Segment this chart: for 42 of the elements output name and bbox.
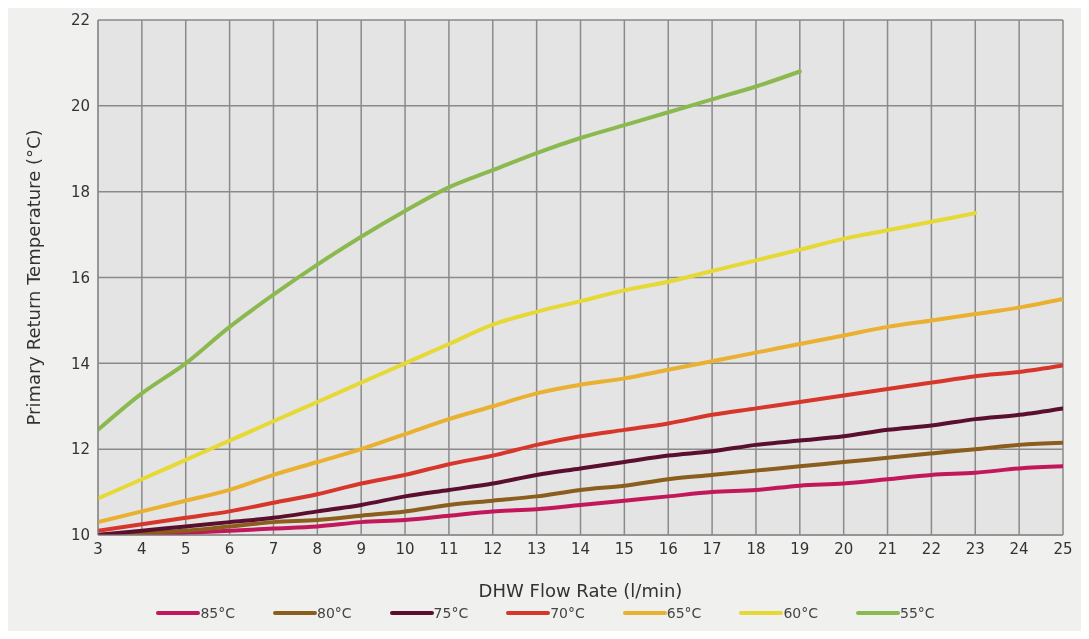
x-tick-label: 9 bbox=[356, 539, 366, 558]
legend-label: 65°C bbox=[666, 605, 702, 621]
legend-label: 85°C bbox=[200, 605, 236, 621]
legend-label: 70°C bbox=[550, 605, 585, 621]
x-tick-label: 13 bbox=[527, 539, 547, 558]
x-tick-label: 12 bbox=[483, 539, 503, 558]
x-tick-label: 25 bbox=[1053, 539, 1073, 558]
y-tick-label: 22 bbox=[70, 11, 90, 30]
x-tick-label: 16 bbox=[658, 539, 678, 558]
x-tick-label: 24 bbox=[1009, 539, 1029, 558]
x-tick-label: 21 bbox=[878, 539, 898, 558]
x-tick-label: 18 bbox=[746, 539, 766, 558]
x-tick-label: 20 bbox=[834, 539, 854, 558]
x-tick-label: 3 bbox=[93, 539, 103, 558]
legend-label: 80°C bbox=[317, 605, 352, 621]
y-tick-label: 12 bbox=[70, 440, 90, 459]
x-tick-label: 11 bbox=[439, 539, 459, 558]
x-tick-label: 10 bbox=[395, 539, 415, 558]
x-tick-label: 14 bbox=[570, 539, 591, 558]
y-axis-title: Primary Return Temperature (°C) bbox=[23, 129, 45, 426]
x-axis-title: DHW Flow Rate (l/min) bbox=[478, 580, 683, 601]
x-tick-label: 6 bbox=[224, 539, 235, 558]
y-tick-label: 14 bbox=[70, 354, 90, 373]
line-series bbox=[98, 69, 802, 432]
y-tick-label: 16 bbox=[70, 268, 90, 287]
y-tick-label: 20 bbox=[70, 97, 90, 116]
x-tick-label: 19 bbox=[790, 539, 810, 558]
y-tick-label: 10 bbox=[70, 526, 90, 545]
x-tick-label: 17 bbox=[702, 539, 722, 558]
legend-label: 55°C bbox=[899, 605, 935, 621]
x-tick-label: 7 bbox=[268, 539, 279, 558]
line-series bbox=[98, 211, 978, 501]
legend-label: 60°C bbox=[783, 605, 818, 621]
x-tick-label: 5 bbox=[180, 539, 191, 558]
x-tick-label: 23 bbox=[965, 539, 985, 558]
x-tick-label: 4 bbox=[137, 539, 147, 558]
legend-label: 75°C bbox=[433, 605, 469, 621]
line-series bbox=[98, 296, 1063, 525]
x-tick-label: 15 bbox=[614, 539, 634, 558]
x-tick-label: 8 bbox=[312, 539, 323, 558]
x-tick-label: 22 bbox=[921, 539, 941, 558]
y-tick-label: 18 bbox=[70, 182, 90, 201]
